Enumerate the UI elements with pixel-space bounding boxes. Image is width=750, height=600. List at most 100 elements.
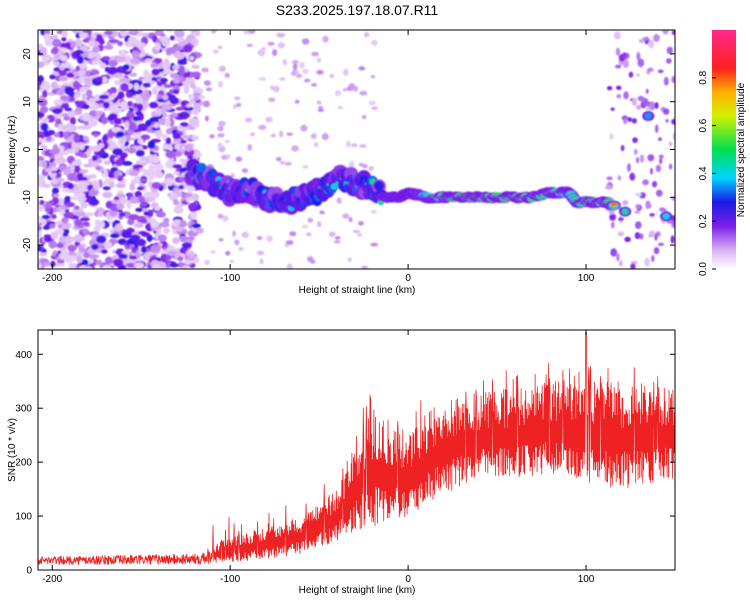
noise-blob [42, 117, 50, 122]
noise-blob [143, 211, 150, 216]
noise-blob [107, 66, 119, 75]
noise-blob [117, 40, 123, 47]
noise-blob [335, 89, 341, 97]
x-tick-label: 100 [578, 273, 595, 284]
noise-blob [135, 207, 144, 212]
y-tick-label: 20 [22, 48, 33, 60]
noise-blob [190, 193, 200, 202]
spectrogram-heatmap [38, 30, 675, 269]
noise-blob [306, 232, 312, 237]
noise-blob [97, 220, 105, 229]
noise-blob [616, 94, 622, 99]
noise-blob [310, 133, 317, 140]
noise-blob [609, 213, 616, 221]
noise-blob [352, 229, 361, 234]
noise-blob [140, 134, 151, 140]
noise-blob [627, 163, 631, 172]
noise-blob [78, 176, 88, 181]
noise-blob [133, 223, 144, 228]
noise-blob [52, 197, 60, 205]
noise-blob [259, 258, 264, 265]
noise-blob [235, 156, 243, 162]
noise-blob [48, 240, 58, 249]
noise-blob [60, 95, 71, 101]
noise-blob [191, 64, 200, 69]
noise-blob [606, 176, 613, 181]
noise-blob [60, 224, 71, 230]
noise-blob [277, 42, 285, 49]
noise-blob [654, 233, 658, 241]
x-tick-label: -100 [220, 574, 240, 585]
noise-blob [613, 31, 621, 40]
noise-blob [361, 115, 367, 120]
noise-blob [258, 124, 267, 131]
noise-blob [60, 250, 66, 257]
noise-blob [203, 80, 211, 86]
noise-blob [91, 154, 98, 162]
noise-blob [40, 83, 52, 92]
noise-blob [175, 106, 185, 111]
noise-blob [135, 110, 143, 116]
noise-blob [371, 39, 378, 46]
noise-blob [137, 123, 148, 132]
noise-blob [317, 108, 325, 112]
noise-blob [168, 263, 179, 268]
noise-blob [78, 144, 85, 151]
noise-blob [127, 101, 133, 107]
noise-blob [162, 69, 173, 75]
noise-blob [61, 30, 68, 37]
noise-blob [85, 82, 94, 87]
noise-blob [70, 255, 77, 261]
noise-blob [244, 117, 253, 123]
noise-blob [39, 258, 49, 263]
noise-blob [88, 39, 96, 47]
noise-blob [655, 164, 662, 173]
noise-blob [316, 69, 324, 75]
noise-blob [40, 122, 49, 132]
noise-blob [101, 136, 109, 142]
noise-blob [72, 80, 81, 90]
noise-blob [165, 150, 176, 159]
noise-blob [45, 136, 52, 142]
noise-blob [319, 210, 325, 215]
noise-blob [76, 195, 87, 202]
noise-blob [178, 176, 185, 182]
noise-blob [42, 225, 50, 230]
noise-blob [188, 93, 195, 100]
noise-blob [64, 202, 76, 208]
x-tick-label: -200 [42, 273, 62, 284]
noise-blob [157, 63, 163, 69]
noise-blob [95, 110, 104, 116]
noise-blob [179, 253, 186, 258]
noise-blob [132, 116, 141, 122]
noise-blob [67, 244, 77, 252]
noise-blob [303, 78, 311, 83]
noise-blob [209, 134, 215, 139]
noise-blob [247, 143, 253, 151]
noise-blob [371, 106, 378, 111]
noise-blob [183, 106, 194, 112]
noise-blob [351, 143, 358, 148]
noise-blob [130, 57, 142, 65]
noise-blob [108, 60, 118, 67]
noise-blob [88, 110, 99, 117]
noise-blob [103, 101, 110, 109]
noise-blob [163, 227, 170, 234]
noise-blob [119, 152, 128, 159]
y-tick-label: 400 [15, 350, 32, 361]
noise-blob [196, 227, 204, 234]
noise-blob [634, 210, 641, 214]
noise-blob [173, 151, 183, 158]
noise-blob [121, 230, 132, 239]
noise-blob [64, 195, 71, 201]
noise-blob [672, 131, 675, 141]
noise-blob [43, 33, 51, 41]
noise-blob [178, 158, 187, 163]
noise-blob [97, 211, 104, 218]
y-tick-label: 0 [22, 146, 33, 152]
noise-blob [302, 165, 309, 169]
noise-blob [120, 82, 129, 92]
noise-blob [249, 132, 256, 137]
noise-blob [102, 91, 110, 96]
noise-blob [132, 164, 144, 169]
